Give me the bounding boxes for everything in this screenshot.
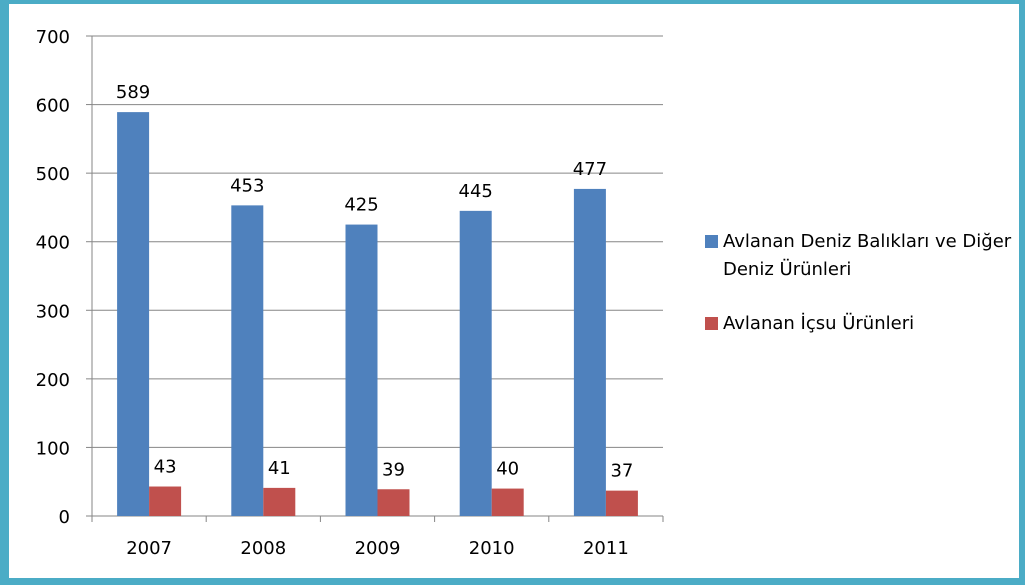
legend-swatch (705, 235, 718, 248)
legend: Avlanan Deniz Balıkları ve Diğer Deniz Ü… (705, 228, 1015, 364)
bar (377, 489, 410, 516)
x-tick-label: 2007 (126, 538, 172, 559)
data-label: 41 (268, 458, 291, 479)
x-tick-label: 2011 (583, 538, 629, 559)
legend-label: Avlanan İçsu Ürünleri (723, 313, 915, 334)
legend-item: Avlanan İçsu Ürünleri (705, 310, 1015, 338)
legend-label: Avlanan Deniz Balıkları ve Diğer Deniz Ü… (723, 231, 1012, 280)
data-label: 425 (344, 195, 378, 216)
data-label: 37 (610, 461, 633, 482)
y-tick-label: 0 (59, 507, 70, 528)
y-tick-label: 700 (36, 27, 70, 48)
legend-item: Avlanan Deniz Balıkları ve Diğer Deniz Ü… (705, 228, 1015, 284)
y-tick-label: 200 (36, 370, 70, 391)
data-label: 43 (154, 457, 177, 478)
bar (149, 486, 182, 516)
y-tick-label: 100 (36, 438, 70, 459)
bar (491, 488, 524, 516)
y-tick-label: 400 (36, 233, 70, 254)
bar (231, 205, 264, 516)
data-label: 477 (573, 159, 607, 180)
data-label: 453 (230, 175, 264, 196)
bar (345, 224, 378, 517)
bar (573, 188, 606, 516)
bar (459, 210, 492, 516)
data-label: 445 (459, 181, 493, 202)
y-tick-label: 500 (36, 164, 70, 185)
y-tick-label: 600 (36, 96, 70, 117)
x-tick-label: 2008 (240, 538, 286, 559)
data-label: 589 (116, 82, 150, 103)
bar (605, 490, 638, 516)
bar (263, 487, 296, 516)
x-tick-label: 2010 (469, 538, 515, 559)
data-label: 40 (496, 459, 519, 480)
x-tick-label: 2009 (355, 538, 401, 559)
data-label: 39 (382, 459, 405, 480)
bar (117, 112, 150, 516)
y-tick-label: 300 (36, 301, 70, 322)
legend-swatch (705, 317, 718, 330)
